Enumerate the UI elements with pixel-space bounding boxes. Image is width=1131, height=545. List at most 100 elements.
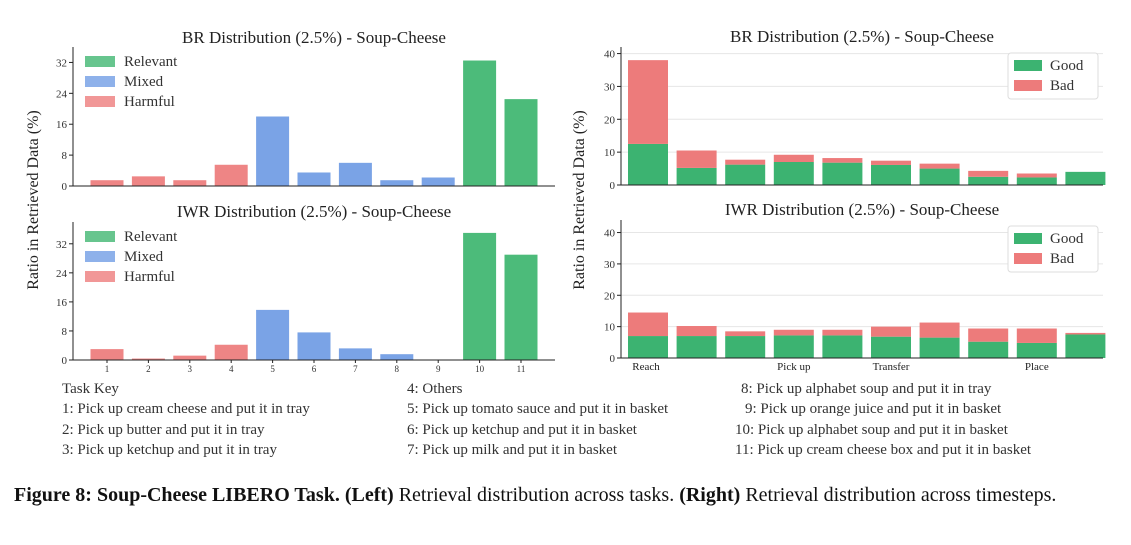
bar-bad-segment — [968, 328, 1009, 342]
bar-3 — [173, 355, 207, 360]
bar-good-segment — [822, 335, 863, 358]
y-tick-label: 40 — [604, 49, 616, 61]
legend-swatch — [85, 231, 115, 242]
legend-label: Relevant — [124, 54, 178, 70]
bar-bad-segment — [822, 158, 863, 163]
panel-right-iwr: IWR Distribution (2.5%) - Soup-Cheese 0 10… — [604, 200, 1106, 373]
bar-good-segment — [676, 336, 717, 358]
bar-bad-segment — [628, 312, 668, 337]
bar-10 — [463, 60, 497, 187]
phase-label: Reach — [632, 361, 660, 373]
legend-label: Relevant — [124, 229, 178, 245]
x-tick-label: 3 — [188, 364, 193, 374]
x-tick-label: 7 — [353, 364, 358, 374]
task-key-item: 2: Pick up butter and put it in tray — [62, 422, 265, 438]
legend-swatch — [85, 76, 115, 87]
caption-title: Soup-Cheese LIBERO Task. — [96, 484, 340, 506]
panel-left-iwr: IWR Distribution (2.5%) - Soup-Cheese 0 8 1… — [56, 202, 555, 374]
bar-10 — [463, 232, 497, 360]
y-tick-label: 0 — [610, 353, 616, 365]
caption-right-tag: (Right) — [679, 484, 741, 506]
y-tick-label: 30 — [604, 81, 616, 93]
bar-good-segment — [725, 336, 766, 358]
x-tick-label: 11 — [517, 364, 526, 374]
bar-bad-segment — [676, 326, 717, 337]
legend-label: Good — [1050, 231, 1084, 247]
x-tick-label: 6 — [312, 364, 317, 374]
legend-swatch — [85, 271, 115, 282]
y-tick-label: 30 — [604, 259, 616, 271]
bar-bad-segment — [628, 60, 668, 144]
bar-good-segment — [919, 168, 960, 185]
bar-6 — [297, 332, 331, 360]
bar-1 — [90, 349, 124, 360]
chart-title: BR Distribution (2.5%) - Soup-Cheese — [730, 27, 994, 46]
right-y-axis-label: Ratio in Retrieved Data (%) — [571, 110, 588, 290]
bar-bad-segment — [919, 163, 960, 169]
y-tick-label: 24 — [56, 268, 68, 280]
legend-label: Mixed — [124, 74, 164, 90]
y-tick-label: 8 — [62, 150, 68, 162]
x-tick-label: 8 — [395, 364, 400, 374]
left-y-axis-label: Ratio in Retrieved Data (%) — [25, 110, 42, 290]
task-key-title: Task Key — [62, 381, 119, 397]
bar-8 — [380, 354, 414, 360]
bar-bad-segment — [676, 150, 717, 168]
bar-good-segment — [871, 336, 911, 358]
x-tick-label: 1 — [105, 364, 110, 374]
bar-9 — [421, 177, 455, 186]
bar-good-segment — [628, 336, 668, 358]
legend-swatch — [1014, 253, 1042, 264]
bar-2 — [131, 358, 165, 360]
task-key-item: 6: Pick up ketchup and put it in basket — [407, 422, 637, 438]
y-tick-label: 32 — [56, 239, 67, 251]
task-key-item: 3: Pick up ketchup and put it in tray — [62, 442, 277, 458]
caption-label: Figure 8: — [14, 484, 92, 506]
legend-label: Good — [1050, 58, 1084, 74]
figure-caption: Figure 8: Soup-Cheese LIBERO Task. (Left… — [14, 482, 1119, 508]
bar-good-segment — [919, 337, 960, 358]
bar-1 — [90, 180, 124, 186]
y-tick-label: 24 — [56, 88, 68, 100]
caption-left-tag: (Left) — [344, 484, 394, 506]
task-key-item: 8: Pick up alphabet soup and put it in t… — [741, 381, 992, 397]
bar-good-segment — [871, 164, 911, 185]
bar-3 — [173, 180, 207, 186]
y-tick-label: 0 — [62, 355, 68, 367]
x-tick-label: 9 — [436, 364, 441, 374]
legend-label: Bad — [1050, 78, 1075, 94]
task-key-item: 1: Pick up cream cheese and put it in tr… — [62, 401, 310, 417]
bar-2 — [131, 176, 165, 186]
y-tick-label: 0 — [610, 180, 616, 192]
y-tick-label: 40 — [604, 228, 616, 240]
bar-bad-segment — [871, 326, 911, 337]
legend-label: Bad — [1050, 251, 1075, 267]
x-tick-label: 4 — [229, 364, 234, 374]
phase-label: Pick up — [777, 361, 811, 373]
bar-5 — [256, 309, 290, 360]
bar-bad-segment — [871, 160, 911, 165]
phase-label: Place — [1025, 361, 1049, 373]
legend-swatch — [1014, 60, 1042, 71]
bar-bad-segment — [773, 329, 814, 336]
bar-bad-segment — [968, 170, 1009, 177]
legend-label: Harmful — [124, 269, 175, 285]
bar-bad-segment — [1065, 332, 1106, 335]
x-tick-label: 2 — [146, 364, 151, 374]
y-tick-label: 8 — [62, 326, 68, 338]
bar-4 — [214, 344, 248, 360]
y-tick-label: 20 — [604, 290, 616, 302]
bar-good-segment — [1016, 342, 1057, 358]
y-tick-label: 16 — [56, 297, 68, 309]
bar-good-segment — [773, 335, 814, 358]
bar-7 — [338, 348, 372, 360]
bar-good-segment — [725, 164, 766, 185]
bar-bad-segment — [919, 322, 960, 338]
legend-swatch — [85, 251, 115, 262]
bar-4 — [214, 164, 248, 186]
bar-good-segment — [628, 143, 668, 185]
bar-good-segment — [676, 167, 717, 185]
y-tick-label: 20 — [604, 114, 616, 126]
bar-good-segment — [1016, 177, 1057, 185]
caption-right-text: Retrieval distribution across timesteps. — [745, 484, 1057, 506]
